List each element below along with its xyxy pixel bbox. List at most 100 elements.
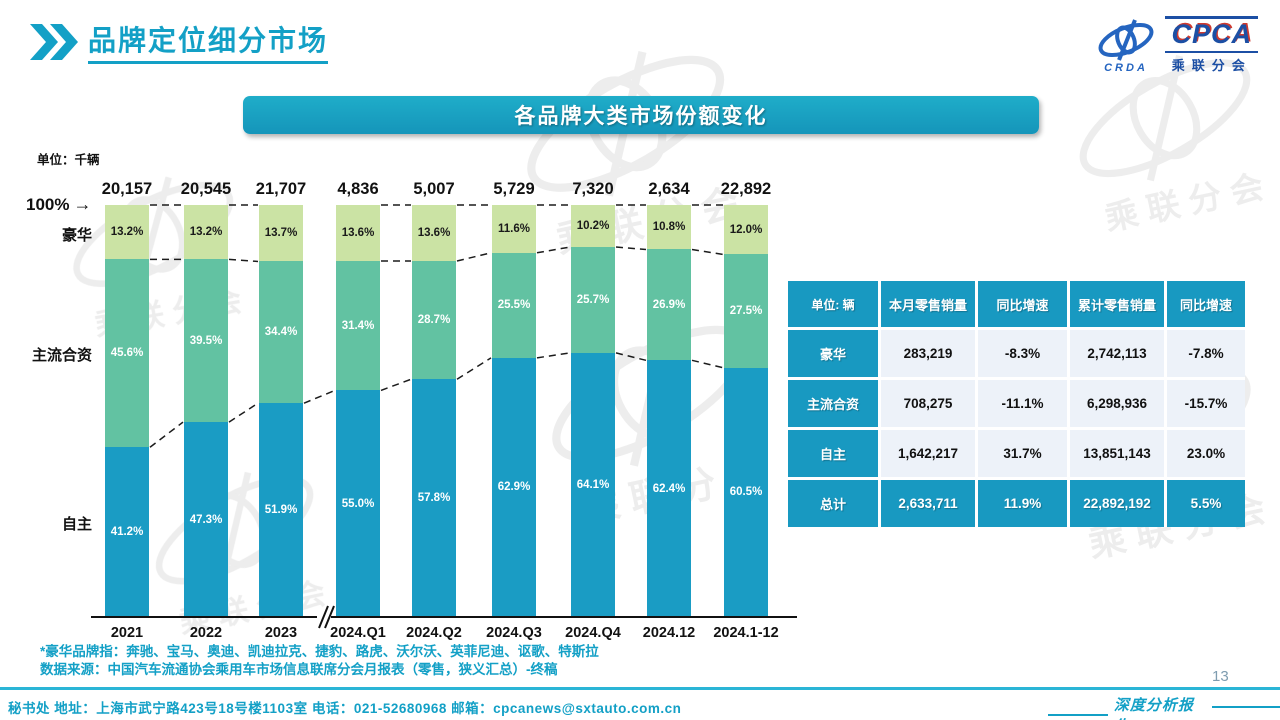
svg-text:CRDA: CRDA	[1105, 62, 1149, 74]
bar-segment: 62.4%	[647, 360, 691, 618]
series-label-luxury: 豪华	[61, 227, 92, 244]
bar-segment-value: 13.2%	[189, 226, 223, 239]
bar-segment-value: 27.5%	[729, 305, 763, 318]
bar-segment-value: 13.2%	[110, 226, 144, 239]
table-row-label: 总计	[788, 480, 878, 527]
footnote-data-source: 数据来源：中国汽车流通协会乘用车市场信息联席分会月报表（零售，狭义汇总）-终稿	[40, 661, 558, 677]
bar-total-label: 21,707	[255, 180, 307, 198]
bar-total-label: 22,892	[720, 180, 772, 198]
table-column-header: 同比增速	[978, 281, 1067, 327]
bar-segment-value: 47.3%	[189, 513, 223, 526]
bar-segment: 25.5%	[492, 252, 536, 358]
table-cell: -11.1%	[978, 380, 1067, 427]
table-row-label: 豪华	[788, 330, 878, 377]
bar-segment-value: 64.1%	[576, 478, 610, 491]
bar-segment-value: 39.5%	[189, 334, 223, 347]
table-column-header: 同比增速	[1167, 281, 1245, 327]
cpca-logo-mark: CRDA	[1099, 19, 1154, 74]
page-title: 品牌定位细分市场	[88, 24, 329, 64]
bar-total-label: 4,836	[337, 180, 379, 198]
cpca-logo: CRDA CPCA 乘联分会	[1093, 16, 1258, 74]
table-cell: 2,633,711	[881, 480, 975, 527]
bar-segment: 41.2%	[105, 447, 149, 617]
cpca-acronym: CPCA	[1165, 16, 1258, 53]
footnote-luxury-brands: *豪华品牌指：奔驰、宝马、奥迪、凯迪拉克、捷豹、路虎、沃尔沃、英菲尼迪、讴歌、特…	[40, 644, 599, 659]
header: 品牌定位细分市场	[30, 24, 329, 64]
bar-segment-value: 62.4%	[652, 482, 686, 495]
bar-segment: 13.6%	[336, 205, 380, 262]
table-cell: 31.7%	[978, 430, 1067, 477]
bar-x-label: 2024.Q3	[486, 625, 542, 641]
bar-segment-value: 41.2%	[110, 526, 144, 539]
bar-segment: 60.5%	[724, 367, 768, 617]
bar-segment: 25.7%	[571, 247, 615, 353]
footer-rule	[0, 687, 1280, 690]
bar-segment: 12.0%	[724, 205, 768, 255]
bar-segment: 55.0%	[336, 390, 380, 617]
bar-x-label: 2024.12	[642, 625, 696, 641]
table-cell: 5.5%	[1167, 480, 1245, 527]
table-cell: 13,851,143	[1070, 430, 1164, 477]
bar-segment-value: 13.6%	[417, 227, 451, 240]
table-unit-header: 单位: 辆	[788, 281, 878, 327]
axis-break-icon	[317, 605, 335, 629]
bar-segment: 64.1%	[571, 352, 615, 617]
chart-unit-label: 单位：千辆	[37, 153, 100, 167]
bar-segment-value: 51.9%	[264, 504, 298, 517]
bar-segment: 10.2%	[571, 205, 615, 248]
bar-x-label: 2024.Q4	[565, 625, 621, 641]
bar-segment: 10.8%	[647, 205, 691, 250]
table-cell: 1,642,217	[881, 430, 975, 477]
table-cell: 23.0%	[1167, 430, 1245, 477]
bar-segment-value: 25.7%	[576, 293, 610, 306]
bar-segment: 39.5%	[184, 259, 228, 423]
table-cell: 2,742,113	[1070, 330, 1164, 377]
report-badge: 深度分析报告	[1048, 694, 1280, 720]
bar-segment-value: 62.9%	[497, 481, 531, 494]
bar-total-label: 20,157	[101, 180, 153, 198]
table-cell: -8.3%	[978, 330, 1067, 377]
bar-segment: 47.3%	[184, 422, 228, 617]
bar-segment: 31.4%	[336, 261, 380, 391]
table-row-label: 主流合资	[788, 380, 878, 427]
footnotes: *豪华品牌指：奔驰、宝马、奥迪、凯迪拉克、捷豹、路虎、沃尔沃、英菲尼迪、讴歌、特…	[40, 643, 599, 678]
badge-line-left	[1048, 714, 1108, 716]
axis-100-label: 100% →	[26, 194, 92, 214]
bar-segment-value: 45.6%	[110, 347, 144, 360]
table-cell: 11.9%	[978, 480, 1067, 527]
bar-segment: 28.7%	[412, 261, 456, 380]
bar-total-label: 5,007	[413, 180, 455, 198]
chevron-icon	[30, 24, 78, 60]
bar-segment-value: 34.4%	[264, 326, 298, 339]
badge-line-right	[1212, 706, 1280, 708]
bar-segment-value: 28.7%	[417, 314, 451, 327]
series-label-mainstream-jv: 主流合资	[31, 347, 92, 364]
bar-segment: 62.9%	[492, 357, 536, 617]
cpca-logo-text: CPCA 乘联分会	[1165, 16, 1258, 74]
chart-title: 各品牌大类市场份额变化	[514, 105, 768, 128]
bar-segment: 34.4%	[259, 261, 303, 404]
table-column-header: 本月零售销量	[881, 281, 975, 327]
bar-segment: 13.7%	[259, 205, 303, 262]
bar-segment-value: 55.0%	[341, 497, 375, 510]
bar-segment: 13.6%	[412, 205, 456, 262]
bar-segment-value: 11.6%	[498, 222, 530, 235]
bar-segment: 26.9%	[647, 249, 691, 361]
chart-title-banner: 各品牌大类市场份额变化	[243, 96, 1039, 134]
cpca-subtitle: 乘联分会	[1171, 58, 1252, 73]
bar-segment-value: 25.5%	[497, 299, 531, 312]
bar-segment-value: 57.8%	[417, 492, 451, 505]
bar-segment-value: 60.5%	[729, 486, 763, 499]
bar-segment: 27.5%	[724, 254, 768, 368]
report-badge-label: 深度分析报告	[1113, 698, 1194, 720]
bar-segment-value: 12.0%	[729, 223, 763, 236]
bar-x-label: 2024.1-12	[713, 625, 779, 641]
bar-segment: 57.8%	[412, 379, 456, 618]
sales-table: 单位: 辆本月零售销量 同比增速 累计零售销量 同比增速 豪华 283,219 -8.3% 2…	[788, 281, 1245, 527]
table-cell: 708,275	[881, 380, 975, 427]
bar-segment-value: 13.7%	[264, 227, 298, 240]
bar-segment: 13.2%	[184, 205, 228, 260]
table-column-header: 累计零售销量	[1070, 281, 1164, 327]
series-label-domestic: 自主	[61, 516, 92, 533]
